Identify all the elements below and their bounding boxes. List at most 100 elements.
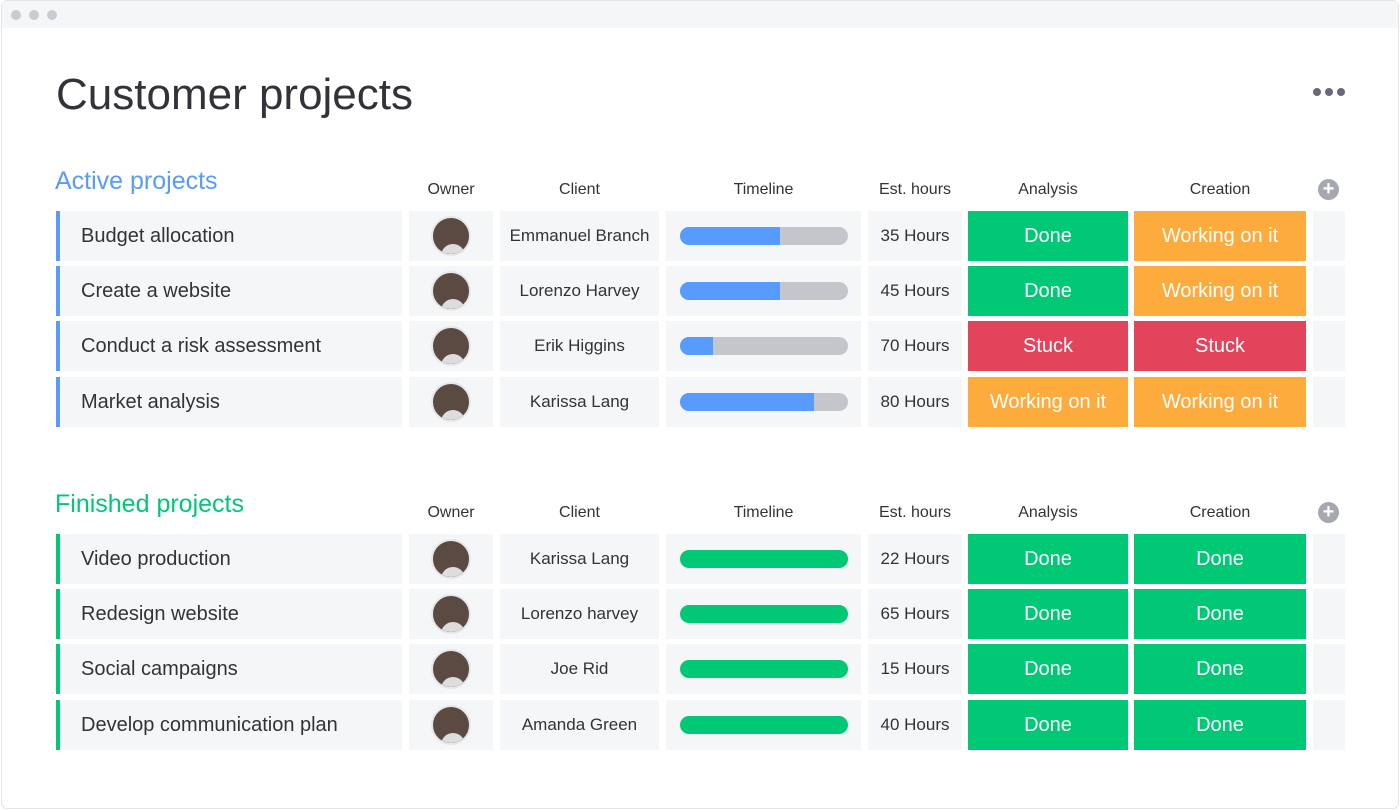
client-cell[interactable]: Karissa Lang [500,534,659,584]
client-cell[interactable]: Joe Rid [500,644,659,694]
column-header-analysis[interactable]: Analysis [1018,181,1078,198]
add-column-icon[interactable]: + [1318,502,1339,523]
hours-cell[interactable]: 70 Hours [868,321,962,371]
group-title[interactable]: Finished projects [55,490,244,518]
analysis-status[interactable]: Stuck [968,321,1128,371]
timeline-bar [679,605,848,623]
analysis-status[interactable]: Done [968,589,1128,639]
creation-status[interactable]: Working on it [1134,266,1306,316]
avatar [431,271,471,311]
window-dot-icon[interactable] [29,10,39,20]
owner-cell[interactable] [409,534,493,584]
analysis-status[interactable]: Done [968,211,1128,261]
item-name[interactable]: Budget allocation [56,211,402,261]
hours-cell[interactable]: 35 Hours [868,211,962,261]
hours-cell[interactable]: 22 Hours [868,534,962,584]
empty-cell[interactable] [1313,700,1345,750]
item-name[interactable]: Create a website [56,266,402,316]
timeline-cell[interactable] [666,211,861,261]
more-options-icon[interactable] [1313,88,1345,96]
column-header-hours[interactable]: Est. hours [878,181,952,198]
hours-cell[interactable]: 80 Hours [868,377,962,427]
owner-cell[interactable] [409,700,493,750]
column-header-client[interactable]: Client [559,181,600,198]
item-name[interactable]: Develop communication plan [56,700,402,750]
column-header-owner[interactable]: Owner [427,504,475,521]
owner-cell[interactable] [409,377,493,427]
empty-cell[interactable] [1313,377,1345,427]
timeline-cell[interactable] [666,321,861,371]
analysis-status[interactable]: Working on it [968,377,1128,427]
empty-cell[interactable] [1313,534,1345,584]
creation-status[interactable]: Working on it [1134,377,1306,427]
timeline-cell[interactable] [666,589,861,639]
group-title[interactable]: Active projects [55,167,218,195]
timeline-cell[interactable] [666,266,861,316]
column-header-hours[interactable]: Est. hours [878,504,952,521]
table-row[interactable]: Redesign website Lorenzo harvey 65 Hours… [0,589,1400,639]
client-cell[interactable]: Emmanuel Branch [500,211,659,261]
timeline-bar [679,393,848,411]
column-header-timeline[interactable]: Timeline [733,181,794,198]
item-name[interactable]: Market analysis [56,377,402,427]
window-dot-icon[interactable] [47,10,57,20]
timeline-cell[interactable] [666,644,861,694]
owner-cell[interactable] [409,266,493,316]
client-cell[interactable]: Lorenzo Harvey [500,266,659,316]
item-name[interactable]: Social campaigns [56,644,402,694]
table-row[interactable]: Budget allocation Emmanuel Branch 35 Hou… [0,211,1400,261]
empty-cell[interactable] [1313,589,1345,639]
creation-status[interactable]: Stuck [1134,321,1306,371]
owner-cell[interactable] [409,211,493,261]
creation-status[interactable]: Done [1134,644,1306,694]
creation-status[interactable]: Done [1134,700,1306,750]
timeline-bar [679,282,848,300]
column-header-client[interactable]: Client [559,504,600,521]
client-cell[interactable]: Amanda Green [500,700,659,750]
window-dot-icon[interactable] [11,10,21,20]
client-cell[interactable]: Karissa Lang [500,377,659,427]
hours-cell[interactable]: 40 Hours [868,700,962,750]
owner-cell[interactable] [409,589,493,639]
add-column-icon[interactable]: + [1318,179,1339,200]
hours-cell[interactable]: 65 Hours [868,589,962,639]
creation-status[interactable]: Done [1134,589,1306,639]
column-header-timeline[interactable]: Timeline [733,504,794,521]
item-name[interactable]: Video production [56,534,402,584]
hours-cell[interactable]: 45 Hours [868,266,962,316]
hours-cell[interactable]: 15 Hours [868,644,962,694]
analysis-status[interactable]: Done [968,644,1128,694]
table-row[interactable]: Market analysis Karissa Lang 80 Hours Wo… [0,377,1400,427]
empty-cell[interactable] [1313,266,1345,316]
client-cell[interactable]: Erik Higgins [500,321,659,371]
owner-cell[interactable] [409,644,493,694]
timeline-bar [679,716,848,734]
owner-cell[interactable] [409,321,493,371]
timeline-cell[interactable] [666,700,861,750]
item-name[interactable]: Redesign website [56,589,402,639]
timeline-fill [679,337,714,355]
creation-status[interactable]: Done [1134,534,1306,584]
empty-cell[interactable] [1313,211,1345,261]
column-header-creation[interactable]: Creation [1189,181,1251,198]
table-row[interactable]: Create a website Lorenzo Harvey 45 Hours… [0,266,1400,316]
item-name[interactable]: Conduct a risk assessment [56,321,402,371]
table-row[interactable]: Develop communication plan Amanda Green … [0,700,1400,750]
timeline-cell[interactable] [666,377,861,427]
analysis-status[interactable]: Done [968,700,1128,750]
table-row[interactable]: Social campaigns Joe Rid 15 Hours Done D… [0,644,1400,694]
column-header-creation[interactable]: Creation [1189,504,1251,521]
creation-status[interactable]: Working on it [1134,211,1306,261]
avatar [431,705,471,745]
empty-cell[interactable] [1313,321,1345,371]
table-row[interactable]: Video production Karissa Lang 22 Hours D… [0,534,1400,584]
client-cell[interactable]: Lorenzo harvey [500,589,659,639]
page-title: Customer projects [56,70,414,119]
analysis-status[interactable]: Done [968,266,1128,316]
empty-cell[interactable] [1313,644,1345,694]
table-row[interactable]: Conduct a risk assessment Erik Higgins 7… [0,321,1400,371]
timeline-cell[interactable] [666,534,861,584]
analysis-status[interactable]: Done [968,534,1128,584]
column-header-owner[interactable]: Owner [427,181,475,198]
column-header-analysis[interactable]: Analysis [1018,504,1078,521]
